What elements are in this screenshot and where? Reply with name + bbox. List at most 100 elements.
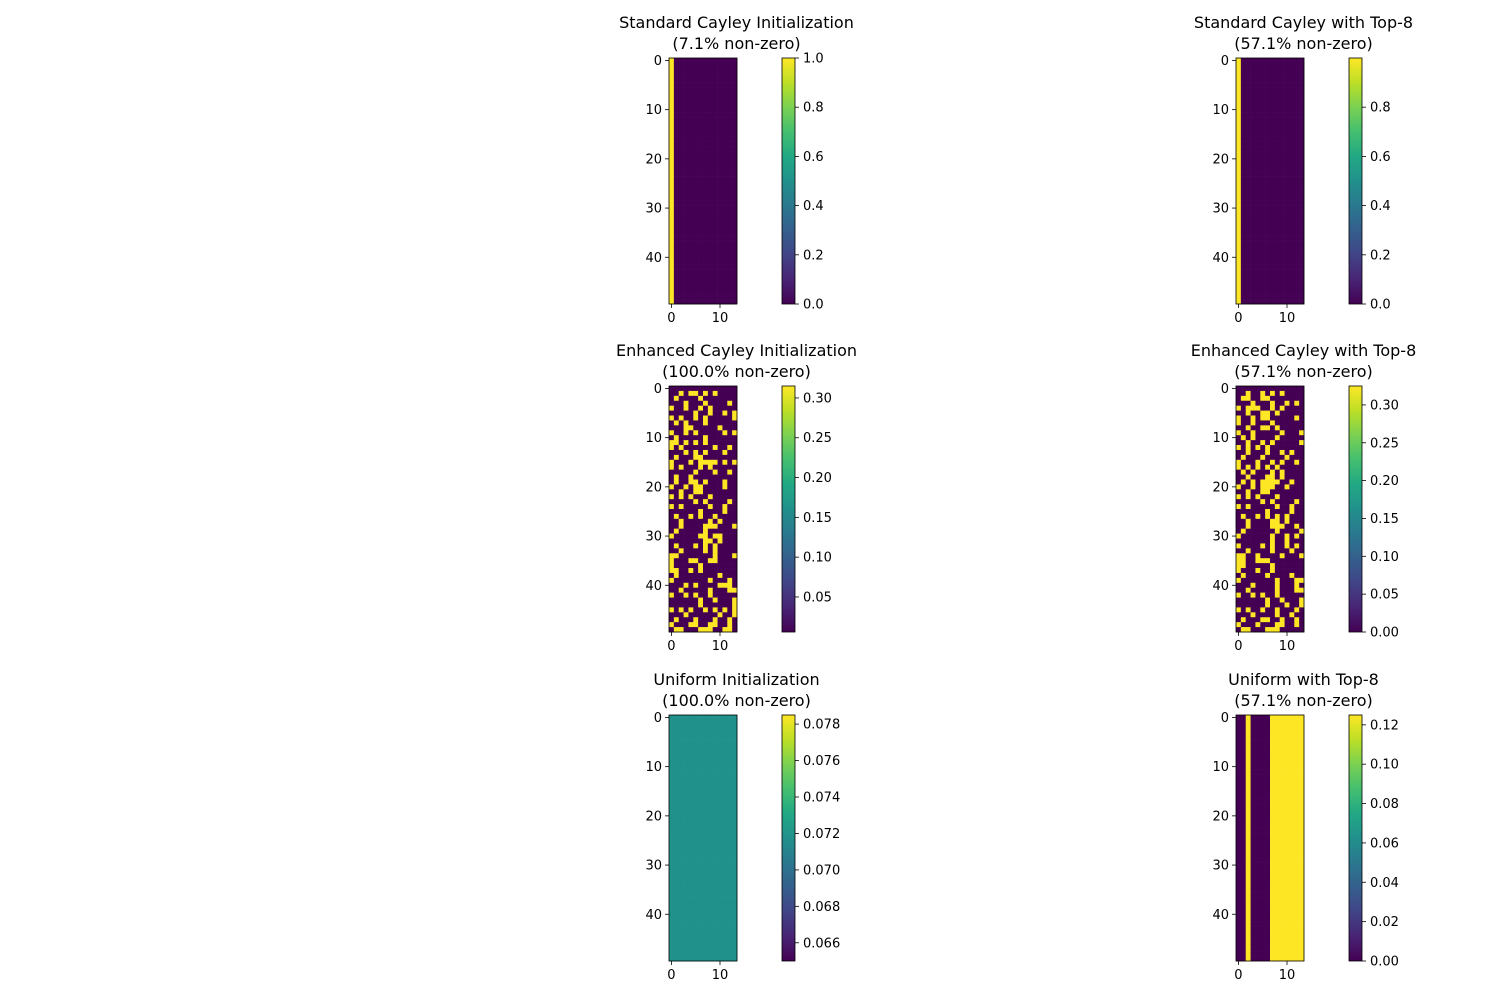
heatmap-cell [1279, 484, 1285, 490]
heatmap-cell [1255, 956, 1261, 962]
heatmap-cell [1250, 833, 1256, 839]
heatmap-cell [732, 67, 738, 74]
heatmap-cell [1265, 395, 1271, 402]
heatmap-cell [1245, 464, 1251, 470]
heatmap-cell [727, 176, 733, 182]
heatmap-cell [1260, 548, 1266, 554]
heatmap-cell [698, 597, 704, 603]
heatmap-cell [693, 793, 699, 799]
heatmap-cell [1260, 838, 1266, 844]
heatmap-cell [1265, 921, 1271, 927]
heatmap-cell [1274, 269, 1281, 275]
heatmap-cell [707, 627, 714, 633]
heatmap-cell [1240, 225, 1247, 231]
heatmap-cell [678, 734, 684, 740]
heatmap-cell [1299, 299, 1305, 305]
heatmap-cell [1240, 754, 1247, 760]
heatmap-cell [1284, 587, 1290, 593]
heatmap-cell [678, 538, 684, 544]
heatmap-cell [722, 484, 728, 490]
heatmap-cell [1270, 92, 1276, 98]
heatmap-cell [693, 724, 699, 731]
heatmap-cell [1260, 405, 1266, 411]
heatmap-cell [1265, 612, 1271, 618]
heatmap-cell [698, 395, 704, 402]
heatmap-cell [707, 568, 714, 574]
heatmap-cell [688, 764, 694, 770]
heatmap-cell [712, 734, 718, 740]
heatmap-cell [722, 887, 728, 893]
heatmap-cell [1240, 151, 1247, 157]
heatmap-cell [669, 430, 675, 436]
heatmap-cell [683, 897, 689, 903]
heatmap-cell [678, 410, 684, 416]
heatmap-cell [1265, 602, 1271, 608]
heatmap-cell [1260, 67, 1266, 74]
heatmap-cell [1299, 146, 1305, 152]
heatmap-cell [1245, 509, 1251, 515]
heatmap-cell [1289, 464, 1295, 470]
heatmap-cell [717, 484, 723, 490]
heatmap-cell [1270, 847, 1276, 854]
heatmap-cell [732, 607, 738, 613]
heatmap-cell [1265, 235, 1271, 241]
heatmap-cell [683, 176, 689, 182]
heatmap-cell [1255, 494, 1261, 500]
heatmap-cell [1240, 744, 1247, 750]
heatmap-cell [722, 847, 728, 854]
heatmap-cell [732, 254, 738, 261]
heatmap-cell [683, 509, 689, 515]
heatmap-cell [1299, 220, 1305, 226]
heatmap-cell [1245, 803, 1251, 809]
heatmap-cell [1265, 121, 1271, 128]
heatmap-cell [727, 249, 733, 256]
heatmap-cell [1260, 185, 1266, 192]
heatmap-cell [673, 289, 680, 295]
heatmap-cell [1294, 264, 1300, 270]
heatmap-cell [727, 548, 733, 554]
heatmap-cell [669, 872, 675, 878]
heatmap-cell [727, 235, 733, 241]
heatmap-cell [1250, 131, 1256, 138]
heatmap-cell [1284, 92, 1290, 98]
heatmap-cell [683, 77, 689, 83]
heatmap-cell [1236, 951, 1242, 957]
heatmap-cell [1294, 440, 1300, 446]
heatmap-cell [1255, 911, 1261, 918]
heatmap-cell [1265, 823, 1271, 829]
heatmap-cell [1245, 523, 1251, 529]
heatmap-cell [698, 941, 704, 947]
heatmap-cell [1289, 240, 1295, 246]
heatmap-cell [1236, 136, 1242, 142]
heatmap-cell [1255, 612, 1261, 618]
heatmap-cell [1250, 289, 1256, 295]
heatmap-cell [1299, 852, 1305, 858]
heatmap-cell [1260, 936, 1266, 942]
heatmap-cell [707, 862, 714, 868]
heatmap-cell [1274, 617, 1281, 623]
heatmap-cell [1265, 518, 1271, 525]
heatmap-cell [1255, 558, 1261, 564]
heatmap-cell [1236, 405, 1242, 411]
heatmap-cell [1265, 622, 1271, 628]
heatmap-cell [683, 553, 689, 559]
heatmap-cell [1236, 181, 1242, 187]
heatmap-cell [1236, 464, 1242, 470]
heatmap-cell [1289, 195, 1295, 201]
heatmap-cell [703, 240, 709, 246]
heatmap-cell [712, 185, 718, 192]
heatmap-cell [1279, 240, 1285, 246]
heatmap-cell [1270, 587, 1276, 593]
heatmap-cell [727, 906, 733, 913]
heatmap-cell [1289, 77, 1295, 83]
heatmap-cell [1250, 897, 1256, 903]
heatmap-cell [707, 749, 714, 755]
heatmap-cell [717, 764, 723, 770]
heatmap-cell [1289, 499, 1295, 505]
heatmap-cell [717, 92, 723, 98]
heatmap-cell [1236, 67, 1242, 74]
heatmap-cell [1284, 415, 1290, 421]
heatmap-cell [1255, 867, 1261, 873]
heatmap-cell [678, 892, 684, 898]
heatmap-cell [707, 445, 714, 451]
